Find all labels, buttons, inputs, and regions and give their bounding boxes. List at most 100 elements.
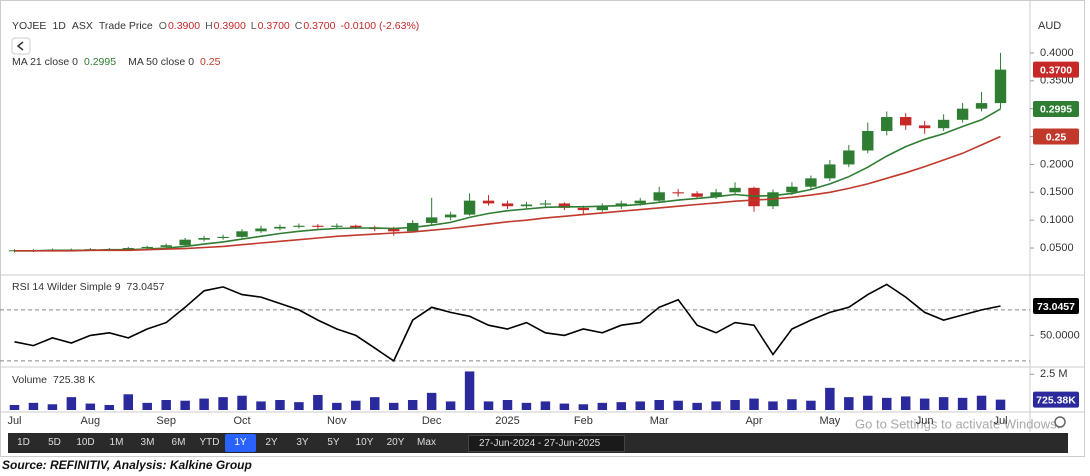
- date-range[interactable]: 27-Jun-2024 - 27-Jun-2025: [468, 434, 626, 452]
- volume-bar: [199, 398, 209, 410]
- candle-body: [350, 225, 362, 228]
- header-interval: 1D: [52, 20, 66, 32]
- volume-bar: [882, 397, 892, 410]
- y-tick-label: 0.1000: [1040, 214, 1074, 226]
- range-button[interactable]: 10D: [76, 437, 95, 448]
- volume-bar: [540, 401, 551, 410]
- candle-body: [824, 164, 836, 179]
- candle-body: [653, 192, 665, 201]
- value-badge: [1033, 61, 1079, 78]
- legend: MA 21 close 0 0.2995 MA 50 close 0 0.25: [12, 56, 232, 68]
- candle-body: [805, 178, 817, 187]
- y-tick-label: 0.3500: [1040, 75, 1074, 87]
- volume-bar: [28, 402, 39, 410]
- range-button[interactable]: 1M: [109, 437, 124, 448]
- candle-body: [843, 150, 855, 165]
- moving-average-line: [14, 108, 1001, 252]
- ohlc-label: H: [205, 20, 213, 32]
- x-tick-label: Sep: [156, 415, 176, 427]
- candle-body: [615, 203, 627, 207]
- candle-body: [255, 228, 267, 232]
- candle-body: [8, 250, 21, 252]
- y-tick-label: 50.0000: [1040, 329, 1080, 341]
- candle-body: [122, 248, 134, 250]
- volume-bar: [654, 400, 664, 410]
- ohlc-label: L: [250, 20, 257, 32]
- x-tick-label: Dec: [422, 415, 442, 427]
- candle-body: [672, 192, 684, 194]
- y-tick-label: 0.1500: [1040, 186, 1074, 198]
- volume-bar: [85, 403, 96, 410]
- x-tick-label: Oct: [233, 415, 250, 427]
- candle-body: [198, 237, 210, 240]
- candle-body: [501, 203, 514, 207]
- volume-bar: [180, 400, 190, 410]
- volume-bar: [976, 395, 987, 410]
- volume-bar: [730, 400, 740, 410]
- y-tick-label: 0.0500: [1040, 242, 1074, 254]
- range-button[interactable]: 3Y: [296, 437, 309, 448]
- header-symbol: YOJEE: [12, 20, 47, 32]
- legend: RSI 14 Wilder Simple 9 73.0457: [12, 281, 177, 293]
- volume-bar: [825, 387, 835, 410]
- value-badge: [1033, 297, 1079, 314]
- y-tick-label: 0.2000: [1040, 158, 1074, 170]
- candle-body: [577, 207, 590, 211]
- volume-bar: [578, 404, 589, 410]
- range-button[interactable]: 2Y: [265, 437, 278, 448]
- volume-bar: [768, 401, 778, 410]
- volume-bar: [370, 397, 380, 410]
- range-button[interactable]: 5D: [48, 437, 61, 448]
- volume-bar: [692, 402, 702, 410]
- range-button[interactable]: 6M: [171, 437, 186, 448]
- candle-body: [937, 119, 950, 129]
- legend-value: 73.0457: [126, 281, 165, 293]
- range-button[interactable]: 1Y: [225, 434, 256, 452]
- range-button[interactable]: 1D: [17, 437, 30, 448]
- watermark: Go to Settings to activate Windows.: [855, 416, 1060, 431]
- settings-icon[interactable]: [1054, 416, 1066, 428]
- volume-bar: [483, 401, 494, 410]
- x-tick-label: Jul: [993, 415, 1007, 427]
- candle-body: [217, 236, 229, 238]
- x-tick-label: Mar: [650, 415, 669, 427]
- volume-bar: [445, 401, 456, 410]
- range-button[interactable]: 20Y: [386, 437, 405, 448]
- indicator-line: [14, 283, 1001, 363]
- candle-body: [900, 117, 912, 126]
- header-price-type: Trade Price: [98, 20, 153, 32]
- volume-bar: [237, 395, 247, 410]
- ohlc-value: 0.3900: [213, 20, 246, 32]
- candle-body: [331, 225, 343, 227]
- currency: AUD: [1038, 20, 1061, 32]
- back-icon: [16, 41, 24, 51]
- candle-body: [463, 200, 476, 215]
- frame: [0, 0, 1085, 457]
- volume-bar: [806, 400, 816, 410]
- volume-bar: [711, 401, 721, 410]
- ohlc-value: 0.3900: [167, 20, 201, 32]
- candle-body: [558, 203, 571, 208]
- back-button[interactable]: [11, 37, 31, 55]
- range-button[interactable]: 10Y: [355, 437, 374, 448]
- range-button[interactable]: 5Y: [327, 437, 340, 448]
- volume-bar: [749, 398, 759, 410]
- volume-bar: [142, 402, 152, 410]
- candle-body: [881, 117, 893, 131]
- candle-body: [994, 69, 1007, 104]
- range-button[interactable]: 3M: [140, 437, 155, 448]
- volume-bar: [275, 400, 285, 410]
- volume-bar: [351, 400, 361, 410]
- range-button[interactable]: YTD: [199, 437, 220, 448]
- candle-body: [862, 130, 874, 151]
- ohlc-label: O: [158, 20, 167, 32]
- range-button[interactable]: Max: [417, 437, 436, 448]
- header-exchange: ASX: [71, 20, 93, 32]
- value-badge-label: 725.38K: [1036, 394, 1076, 406]
- legend-name: RSI 14 Wilder Simple 9: [12, 281, 121, 293]
- volume-bar: [616, 402, 627, 410]
- volume-bar: [521, 402, 532, 410]
- volume-bar: [863, 395, 873, 410]
- ohlc-value: 0.3700: [257, 20, 290, 32]
